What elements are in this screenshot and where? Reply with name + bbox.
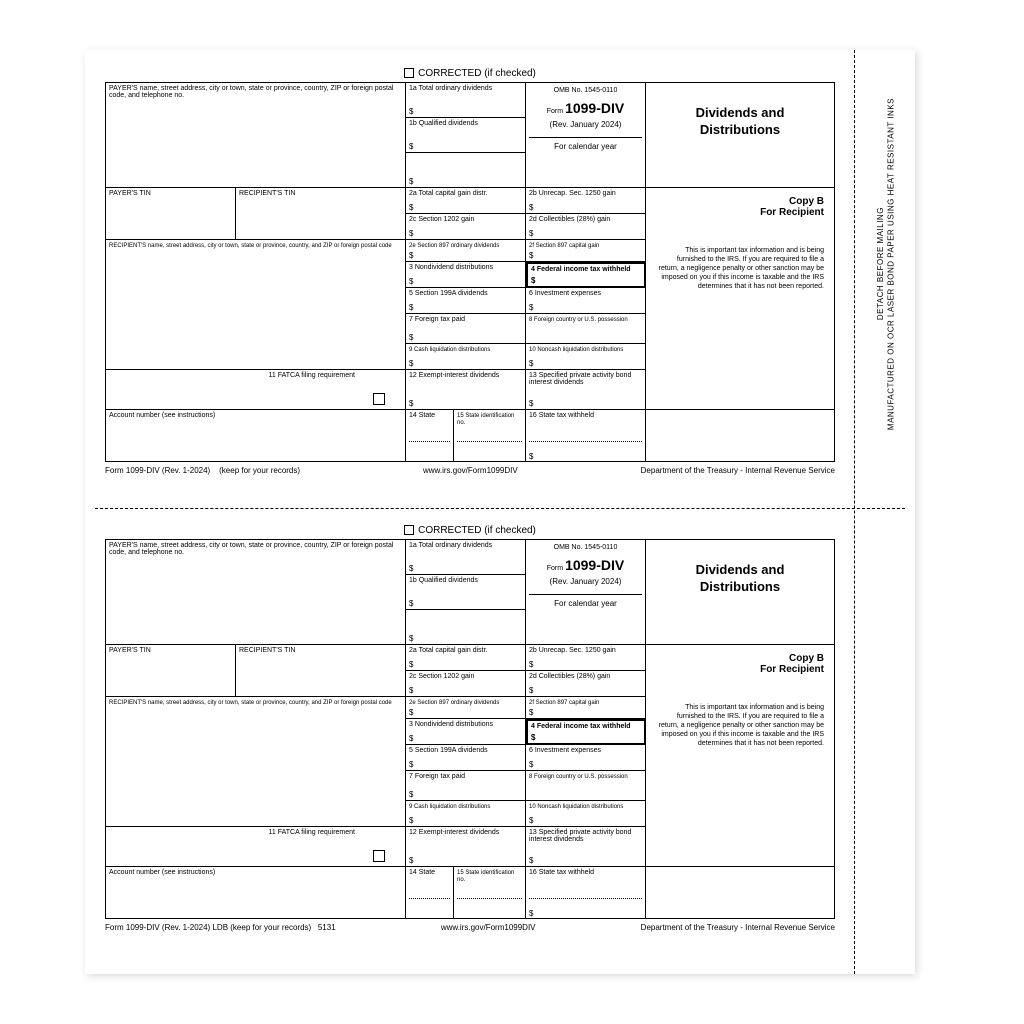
corrected-row: CORRECTED (if checked) [105, 525, 835, 536]
box-13: 13 Specified private activity bond inter… [526, 370, 646, 410]
blank [646, 827, 834, 867]
box-6: 6 Investment expenses$ [526, 745, 646, 771]
box-2a: 2a Total capital gain distr.$ [406, 645, 526, 671]
form-grid: PAYER'S name, street address, city or to… [105, 82, 835, 462]
side-mfg: MANUFACTURED ON OCR LASER BOND PAPER USI… [887, 98, 897, 430]
box-2b: 2b Unrecap. Sec. 1250 gain$ [526, 645, 646, 671]
box-3: 3 Nondividend distributions$ [406, 262, 526, 288]
recipient-info: RECIPIENT'S name, street address, city o… [106, 240, 406, 370]
box-3: 3 Nondividend distributions$ [406, 719, 526, 745]
box-2a: 2a Total capital gain distr.$ [406, 188, 526, 214]
omb-block: OMB No. 1545-0110 Form 1099-DIV (Rev. Ja… [526, 540, 646, 645]
form-page: DETACH BEFORE MAILING MANUFACTURED ON OC… [85, 50, 915, 974]
box-2c: 2c Section 1202 gain$ [406, 671, 526, 697]
box-2b: 2b Unrecap. Sec. 1250 gain$ [526, 188, 646, 214]
fatca-checkbox[interactable] [373, 393, 385, 405]
form-footer: Form 1099-DIV (Rev. 1-2024) LDB (keep fo… [105, 923, 835, 932]
box-2f: 2f Section 897 capital gain$ [526, 697, 646, 719]
box-8: 8 Foreign country or U.S. possession [526, 771, 646, 801]
box-10: 10 Noncash liquidation distributions$ [526, 801, 646, 827]
fatca-checkbox[interactable] [373, 850, 385, 862]
box-2e: 2e Section 897 ordinary dividends$ [406, 240, 526, 262]
detach-perforation [854, 50, 855, 974]
box-2d: 2d Collectibles (28%) gain$ [526, 671, 646, 697]
box-16: 16 State tax withheld$ [526, 867, 646, 919]
form-footer: Form 1099-DIV (Rev. 1-2024) (keep for yo… [105, 466, 835, 475]
box-1b-ext: $ [406, 610, 526, 645]
box-5: 5 Section 199A dividends$ [406, 745, 526, 771]
box-12: 12 Exempt-interest dividends$ [406, 370, 526, 410]
box-1b: 1b Qualified dividends$ [406, 118, 526, 153]
box-11-fatca: 11 FATCA filing requirement [106, 370, 406, 410]
box-9: 9 Cash liquidation distributions$ [406, 801, 526, 827]
box-6: 6 Investment expenses$ [526, 288, 646, 314]
box-12: 12 Exempt-interest dividends$ [406, 827, 526, 867]
payer-tin: PAYER'S TIN [106, 188, 236, 240]
payer-info: PAYER'S name, street address, city or to… [106, 540, 406, 645]
box-5: 5 Section 199A dividends$ [406, 288, 526, 314]
box-9: 9 Cash liquidation distributions$ [406, 344, 526, 370]
form-title: Dividends and Distributions [646, 83, 834, 188]
side-instructions: DETACH BEFORE MAILING MANUFACTURED ON OC… [876, 95, 897, 433]
corrected-row: CORRECTED (if checked) [105, 68, 835, 79]
box-1a: 1a Total ordinary dividends$ [406, 83, 526, 118]
blank [646, 370, 834, 410]
corrected-label: CORRECTED (if checked) [418, 525, 536, 536]
box-11-fatca: 11 FATCA filing requirement [106, 827, 406, 867]
box-8: 8 Foreign country or U.S. possession [526, 314, 646, 344]
box-4: 4 Federal income tax withheld$ [526, 719, 646, 745]
copy-b: Copy BFor Recipient [646, 188, 834, 240]
omb-block: OMB No. 1545-0110 Form 1099-DIV (Rev. Ja… [526, 83, 646, 188]
box-14: 14 State [406, 867, 454, 919]
box-2c: 2c Section 1202 gain$ [406, 214, 526, 240]
box-13: 13 Specified private activity bond inter… [526, 827, 646, 867]
box-1a: 1a Total ordinary dividends$ [406, 540, 526, 575]
form-1099-div-top: CORRECTED (if checked) PAYER'S name, str… [105, 68, 835, 488]
box-7: 7 Foreign tax paid$ [406, 314, 526, 344]
account-number: Account number (see instructions) [106, 410, 406, 462]
corrected-checkbox[interactable] [404, 68, 414, 78]
side-detach: DETACH BEFORE MAILING [876, 98, 886, 430]
recipient-info: RECIPIENT'S name, street address, city o… [106, 697, 406, 827]
box-1b: 1b Qualified dividends$ [406, 575, 526, 610]
form-grid: PAYER'S name, street address, city or to… [105, 539, 835, 919]
box-10: 10 Noncash liquidation distributions$ [526, 344, 646, 370]
box-14: 14 State [406, 410, 454, 462]
horizontal-perforation [95, 508, 905, 509]
box-16: 16 State tax withheld$ [526, 410, 646, 462]
payer-tin: PAYER'S TIN [106, 645, 236, 697]
form-1099-div-bottom: CORRECTED (if checked) PAYER'S name, str… [105, 525, 835, 945]
recipient-tin: RECIPIENT'S TIN [236, 188, 406, 240]
payer-info: PAYER'S name, street address, city or to… [106, 83, 406, 188]
box-4: 4 Federal income tax withheld$ [526, 262, 646, 288]
box-15: 15 State identification no. [454, 867, 526, 919]
box-1b-ext: $ [406, 153, 526, 188]
account-number: Account number (see instructions) [106, 867, 406, 919]
corrected-label: CORRECTED (if checked) [418, 68, 536, 79]
corrected-checkbox[interactable] [404, 525, 414, 535]
recipient-tin: RECIPIENT'S TIN [236, 645, 406, 697]
form-title: Dividends and Distributions [646, 540, 834, 645]
box-15: 15 State identification no. [454, 410, 526, 462]
copy-b: Copy BFor Recipient [646, 645, 834, 697]
box-7: 7 Foreign tax paid$ [406, 771, 526, 801]
box-2f: 2f Section 897 capital gain$ [526, 240, 646, 262]
box-2e: 2e Section 897 ordinary dividends$ [406, 697, 526, 719]
box-2d: 2d Collectibles (28%) gain$ [526, 214, 646, 240]
